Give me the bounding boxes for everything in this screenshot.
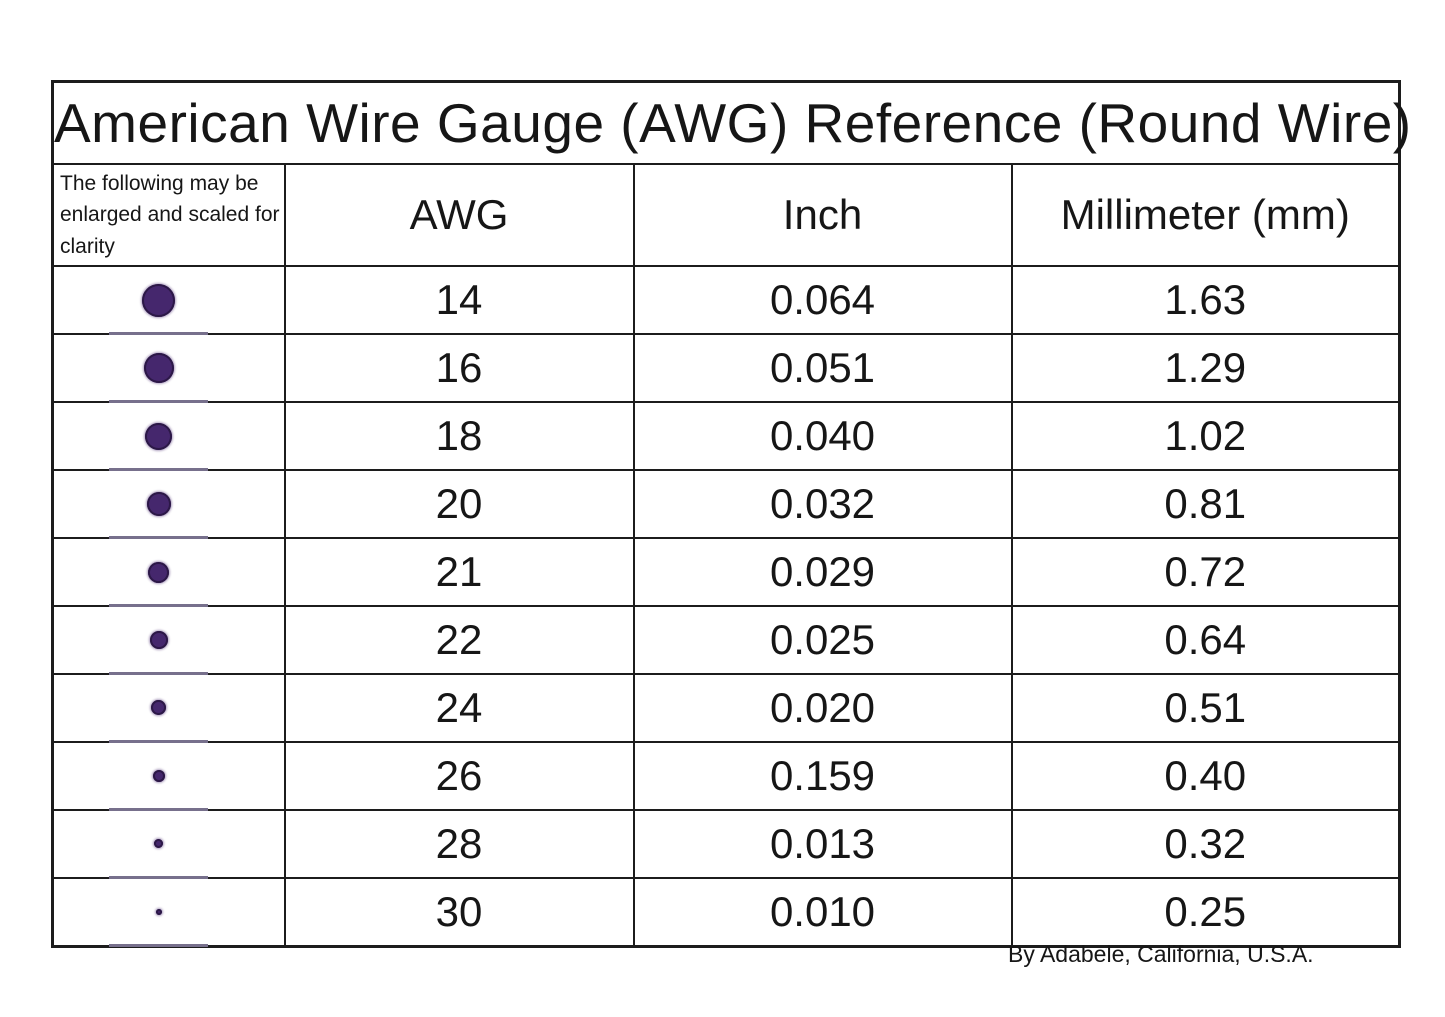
millimeter-value: 0.40 — [1010, 741, 1401, 811]
column-header-awg: AWG — [283, 162, 635, 267]
wire-size-dot — [149, 630, 168, 649]
wire-dot-cell — [51, 673, 286, 744]
column-header-inch: Inch — [632, 162, 1013, 267]
inch-value: 0.051 — [632, 333, 1013, 403]
wire-size-dot — [148, 561, 170, 583]
millimeter-value: 0.25 — [1010, 877, 1401, 947]
wire-dot-cell — [51, 809, 286, 880]
wire-size-dot — [146, 492, 171, 516]
wire-size-dot — [143, 353, 174, 383]
wire-dot-cell — [51, 741, 286, 812]
scale-note: The following may be enlarged and scaled… — [51, 162, 286, 267]
table-row: 14 0.064 1.63 — [51, 265, 1401, 336]
awg-reference-table: American Wire Gauge (AWG) Reference (Rou… — [51, 80, 1411, 948]
wire-size-dot — [151, 700, 167, 716]
inch-value: 0.029 — [632, 537, 1013, 607]
wire-size-dot — [145, 422, 173, 450]
millimeter-value: 0.72 — [1010, 537, 1401, 607]
inch-value: 0.040 — [632, 401, 1013, 471]
wire-dot-cell — [51, 537, 286, 608]
inch-value: 0.025 — [632, 605, 1013, 675]
table-title: American Wire Gauge (AWG) Reference (Rou… — [51, 80, 1411, 165]
wire-dot-cell — [51, 333, 286, 404]
wire-size-dot — [142, 283, 176, 317]
inch-value: 0.159 — [632, 741, 1013, 811]
awg-value: 20 — [283, 469, 635, 539]
awg-value: 26 — [283, 741, 635, 811]
wire-dot-cell — [51, 469, 286, 540]
wire-dot-cell — [51, 877, 286, 948]
wire-size-dot — [154, 839, 164, 849]
table-title-row: American Wire Gauge (AWG) Reference (Rou… — [51, 80, 1411, 165]
millimeter-value: 0.64 — [1010, 605, 1401, 675]
wire-dot-cell — [51, 401, 286, 472]
inch-value: 0.013 — [632, 809, 1013, 879]
millimeter-value: 1.29 — [1010, 333, 1401, 403]
table-row: 20 0.032 0.81 — [51, 469, 1401, 540]
wire-dot-cell — [51, 605, 286, 676]
inch-value: 0.032 — [632, 469, 1013, 539]
millimeter-value: 1.63 — [1010, 265, 1401, 335]
table-row: 24 0.020 0.51 — [51, 673, 1401, 744]
table-row: 26 0.159 0.40 — [51, 741, 1401, 812]
inch-value: 0.010 — [632, 877, 1013, 947]
wire-size-dot — [155, 908, 162, 915]
column-header-millimeter: Millimeter (mm) — [1010, 162, 1401, 267]
awg-value: 21 — [283, 537, 635, 607]
awg-value: 22 — [283, 605, 635, 675]
table-row: 30 0.010 0.25 — [51, 877, 1401, 948]
millimeter-value: 0.51 — [1010, 673, 1401, 743]
inch-value: 0.020 — [632, 673, 1013, 743]
awg-value: 16 — [283, 333, 635, 403]
millimeter-value: 1.02 — [1010, 401, 1401, 471]
awg-value: 28 — [283, 809, 635, 879]
awg-value: 18 — [283, 401, 635, 471]
table-row: 21 0.029 0.72 — [51, 537, 1401, 608]
table-row: 16 0.051 1.29 — [51, 333, 1401, 404]
millimeter-value: 0.32 — [1010, 809, 1401, 879]
table-row: 28 0.013 0.32 — [51, 809, 1401, 880]
awg-value: 14 — [283, 265, 635, 335]
millimeter-value: 0.81 — [1010, 469, 1401, 539]
table-body: 14 0.064 1.63 16 0.051 1.29 18 0.040 1.02 20 0.032… — [51, 265, 1401, 948]
table-header-row: The following may be enlarged and scaled… — [51, 162, 1401, 267]
credit-text: By Adabele, California, U.S.A. — [1008, 941, 1314, 967]
wire-dot-cell — [51, 265, 286, 336]
awg-value: 24 — [283, 673, 635, 743]
inch-value: 0.064 — [632, 265, 1013, 335]
table-row: 18 0.040 1.02 — [51, 401, 1401, 472]
awg-value: 30 — [283, 877, 635, 947]
table-row: 22 0.025 0.64 — [51, 605, 1401, 676]
wire-size-dot — [152, 769, 165, 782]
